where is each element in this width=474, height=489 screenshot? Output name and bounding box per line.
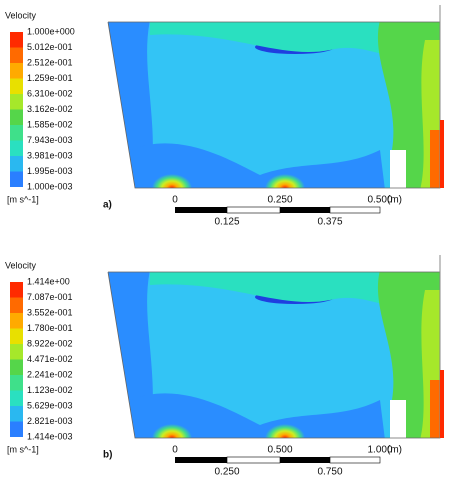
legend-swatch: [10, 282, 23, 298]
jet: [265, 174, 305, 188]
legend-swatch: [10, 156, 23, 172]
legend-label: 1.123e-002: [27, 385, 73, 395]
panel: Velocity 1.000e+000 5.012e-001 2.512e-001 1.…: [5, 5, 444, 228]
scale-label: 0.500: [267, 445, 292, 456]
scale-label: 0: [172, 445, 178, 456]
mid-region: [150, 272, 440, 313]
scale-seg: [175, 207, 227, 213]
contour-plot: [108, 22, 440, 188]
legend-label: 1.414e-003: [27, 431, 73, 441]
legend-label: 1.259e-001: [27, 73, 73, 83]
legend-unit: [m s^-1]: [7, 444, 39, 454]
low-region: [130, 143, 385, 188]
panel-label: a): [103, 200, 112, 211]
legend-unit: [m s^-1]: [7, 194, 39, 204]
mid-region: [150, 22, 440, 63]
scale-label: 0.500: [367, 195, 392, 206]
legend-swatch: [10, 328, 23, 344]
scale-label: 0.250: [214, 467, 239, 478]
legend-label: 5.012e-001: [27, 42, 73, 52]
legend-swatch: [10, 140, 23, 156]
jet: [265, 424, 305, 438]
scale-label: 0.250: [267, 195, 292, 206]
legend-swatch: [10, 47, 23, 63]
outlet-bar: [440, 120, 444, 188]
legend-label: 1.000e-003: [27, 181, 73, 191]
step: [390, 400, 406, 438]
jet: [152, 174, 192, 188]
legend-swatch: [10, 421, 23, 437]
legend-label: 2.821e-003: [27, 416, 73, 426]
legend-label: 1.000e+000: [27, 26, 75, 36]
scale-seg: [226, 206, 281, 214]
legend-swatch: [10, 313, 23, 329]
scale-label: 1.000: [367, 445, 392, 456]
contour-plot: [108, 272, 440, 438]
legend-label: 3.981e-003: [27, 150, 73, 160]
legend-label: 1.414e+00: [27, 276, 70, 286]
scale-label: 0.125: [214, 217, 239, 228]
scale-seg: [175, 457, 227, 463]
legend-swatch: [10, 344, 23, 360]
scale-seg: [280, 457, 330, 463]
legend-swatch: [10, 32, 23, 48]
legend-swatch: [10, 63, 23, 79]
jet: [152, 424, 192, 438]
legend-label: 5.629e-003: [27, 400, 73, 410]
legend-swatch: [10, 297, 23, 313]
scale-seg: [329, 456, 381, 464]
legend-swatch: [10, 390, 23, 406]
legend-title: Velocity: [5, 10, 37, 20]
legend-label: 7.087e-001: [27, 292, 73, 302]
panel-label: b): [103, 450, 112, 461]
legend-title: Velocity: [5, 260, 37, 270]
legend-label: 4.471e-002: [27, 354, 73, 364]
outlet-bar: [440, 370, 444, 438]
hot-region: [430, 130, 440, 188]
hot-region: [430, 380, 440, 438]
legend-swatch: [10, 359, 23, 375]
legend-label: 2.241e-002: [27, 369, 73, 379]
legend-swatch: [10, 109, 23, 125]
scale-seg: [329, 206, 381, 214]
legend-label: 8.922e-002: [27, 338, 73, 348]
scale-label: 0: [172, 195, 178, 206]
legend-label: 1.585e-002: [27, 119, 73, 129]
legend-label: 1.995e-003: [27, 166, 73, 176]
scale-seg: [280, 207, 330, 213]
legend-swatch: [10, 375, 23, 391]
panel: Velocity 1.414e+00 7.087e-001 3.552e-001 1.7…: [5, 255, 444, 478]
low-region: [130, 393, 385, 438]
legend-swatch: [10, 78, 23, 94]
legend-swatch: [10, 94, 23, 110]
scale-unit: (m): [387, 445, 402, 456]
legend-swatch: [10, 171, 23, 187]
scale-unit: (m): [387, 195, 402, 206]
scale-label: 0.375: [317, 217, 342, 228]
legend-label: 2.512e-001: [27, 57, 73, 67]
legend-label: 6.310e-002: [27, 88, 73, 98]
legend-label: 3.162e-002: [27, 104, 73, 114]
legend-swatch: [10, 125, 23, 141]
legend-swatch: [10, 406, 23, 422]
legend-label: 3.552e-001: [27, 307, 73, 317]
scale-label: 0.750: [317, 467, 342, 478]
scale-seg: [226, 456, 281, 464]
step: [390, 150, 406, 188]
legend-label: 1.780e-001: [27, 323, 73, 333]
legend-label: 7.943e-003: [27, 135, 73, 145]
